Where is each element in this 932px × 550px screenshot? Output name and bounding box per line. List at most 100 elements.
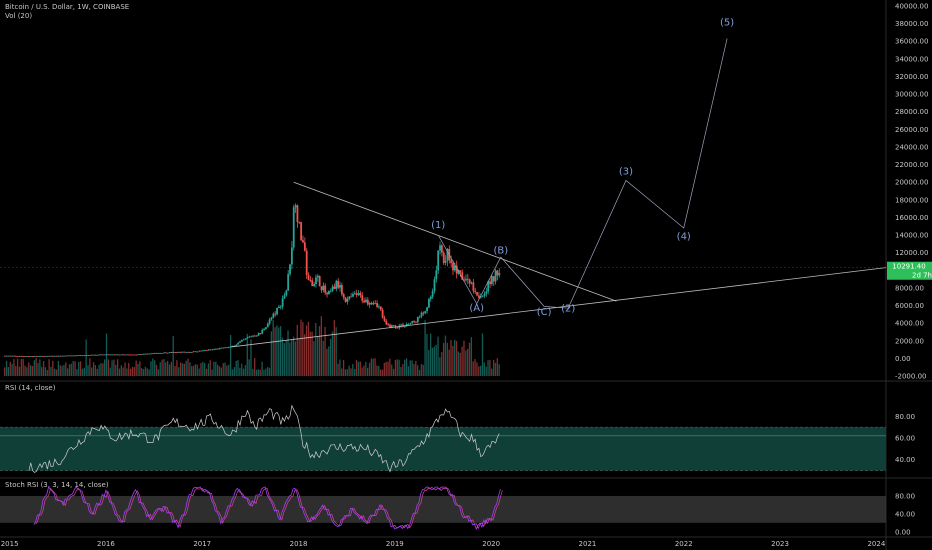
volume-bar bbox=[346, 369, 348, 376]
candle-body bbox=[246, 337, 249, 339]
candle-body bbox=[300, 222, 303, 241]
volume-bar bbox=[300, 319, 302, 376]
volume-bar bbox=[391, 364, 393, 376]
candle-body bbox=[140, 354, 143, 355]
candle-body bbox=[366, 299, 369, 305]
volume-bar bbox=[418, 369, 421, 376]
volume-bar bbox=[498, 364, 500, 376]
candle-body bbox=[350, 296, 353, 298]
volume-bar bbox=[489, 359, 491, 376]
volume-bar bbox=[48, 359, 50, 376]
volume-bar bbox=[5, 360, 8, 376]
candle-body bbox=[170, 352, 173, 354]
candle-body bbox=[72, 355, 75, 357]
volume-bar bbox=[291, 339, 293, 376]
volume-bar bbox=[252, 368, 254, 376]
time-tick-label: 2022 bbox=[675, 540, 693, 548]
volume-bar bbox=[354, 368, 356, 376]
candle-body bbox=[35, 356, 38, 357]
wave-label: (4) bbox=[677, 231, 691, 242]
candle-body bbox=[126, 354, 128, 356]
volume-bar bbox=[411, 360, 413, 376]
candle-body bbox=[474, 290, 477, 293]
volume-bar bbox=[200, 363, 202, 376]
candle-body bbox=[400, 324, 403, 326]
candle-body bbox=[298, 221, 301, 223]
candle-body bbox=[231, 345, 234, 347]
volume-bar bbox=[378, 365, 380, 376]
candle-body bbox=[66, 355, 69, 357]
volume-bar bbox=[439, 357, 441, 376]
volume-bar bbox=[329, 338, 332, 376]
candle-body bbox=[481, 295, 484, 297]
candle-body bbox=[279, 306, 282, 308]
volume-bar bbox=[37, 362, 39, 376]
volume-bar bbox=[13, 359, 15, 376]
wave-label: (B) bbox=[493, 246, 508, 257]
candle-body bbox=[468, 279, 471, 284]
candle-body bbox=[431, 291, 434, 297]
candle-body bbox=[340, 285, 343, 295]
volume-bar bbox=[65, 362, 67, 376]
candle-body bbox=[20, 355, 23, 357]
candle-body bbox=[109, 354, 112, 356]
volume-bar bbox=[198, 368, 200, 376]
candle-body bbox=[359, 293, 362, 296]
candle-body bbox=[13, 355, 15, 357]
volume-bar bbox=[104, 359, 106, 376]
candle-body bbox=[120, 354, 123, 356]
candle-body bbox=[135, 354, 138, 356]
candle-body bbox=[229, 346, 232, 348]
volume-bar bbox=[218, 366, 221, 376]
candle-body bbox=[426, 307, 428, 312]
candle-body bbox=[52, 355, 54, 357]
candle-body bbox=[329, 290, 332, 292]
volume-bar bbox=[133, 367, 135, 376]
candle-body bbox=[24, 356, 27, 357]
volume-bar bbox=[63, 364, 65, 376]
candle-body bbox=[437, 250, 440, 271]
candle-body bbox=[476, 292, 478, 296]
candle-body bbox=[165, 352, 167, 354]
candle-body bbox=[385, 320, 388, 325]
time-tick-label: 2020 bbox=[482, 540, 500, 548]
candle-body bbox=[326, 292, 328, 295]
volume-bar bbox=[304, 334, 306, 376]
volume-bar bbox=[287, 330, 289, 376]
wave-label: (A) bbox=[469, 303, 484, 314]
volume-bar bbox=[179, 362, 182, 376]
candle-body bbox=[42, 355, 45, 357]
candle-body bbox=[287, 274, 290, 291]
volume-bar bbox=[115, 364, 117, 376]
volume-bar bbox=[96, 368, 98, 376]
volume-bar bbox=[363, 365, 365, 376]
volume-bar bbox=[94, 365, 97, 376]
candle-body bbox=[311, 280, 314, 287]
volume-bar bbox=[344, 369, 347, 376]
volume-bar bbox=[318, 326, 321, 376]
volume-bar bbox=[281, 337, 284, 376]
candle-body bbox=[77, 355, 80, 356]
candle-body bbox=[255, 335, 258, 337]
price-tick-label: 16000.00 bbox=[895, 214, 928, 222]
candle-body bbox=[294, 205, 297, 208]
volume-bar bbox=[302, 322, 304, 376]
volume-bar bbox=[492, 359, 495, 376]
volume-bar bbox=[248, 359, 250, 376]
candle-body bbox=[194, 351, 197, 353]
candle-body bbox=[376, 302, 378, 307]
candle-body bbox=[265, 327, 267, 329]
candle-body bbox=[7, 355, 10, 357]
volume-bar bbox=[367, 367, 369, 376]
volume-bar bbox=[413, 363, 415, 376]
candle-body bbox=[453, 265, 456, 271]
volume-bar bbox=[470, 337, 473, 376]
candle-body bbox=[139, 354, 141, 356]
candle-body bbox=[429, 296, 432, 300]
wave-label: (C) bbox=[537, 307, 552, 318]
volume-bar bbox=[35, 358, 37, 376]
time-tick-label: 2018 bbox=[290, 540, 308, 548]
volume-bar bbox=[31, 366, 34, 376]
volume-bar bbox=[385, 361, 387, 376]
